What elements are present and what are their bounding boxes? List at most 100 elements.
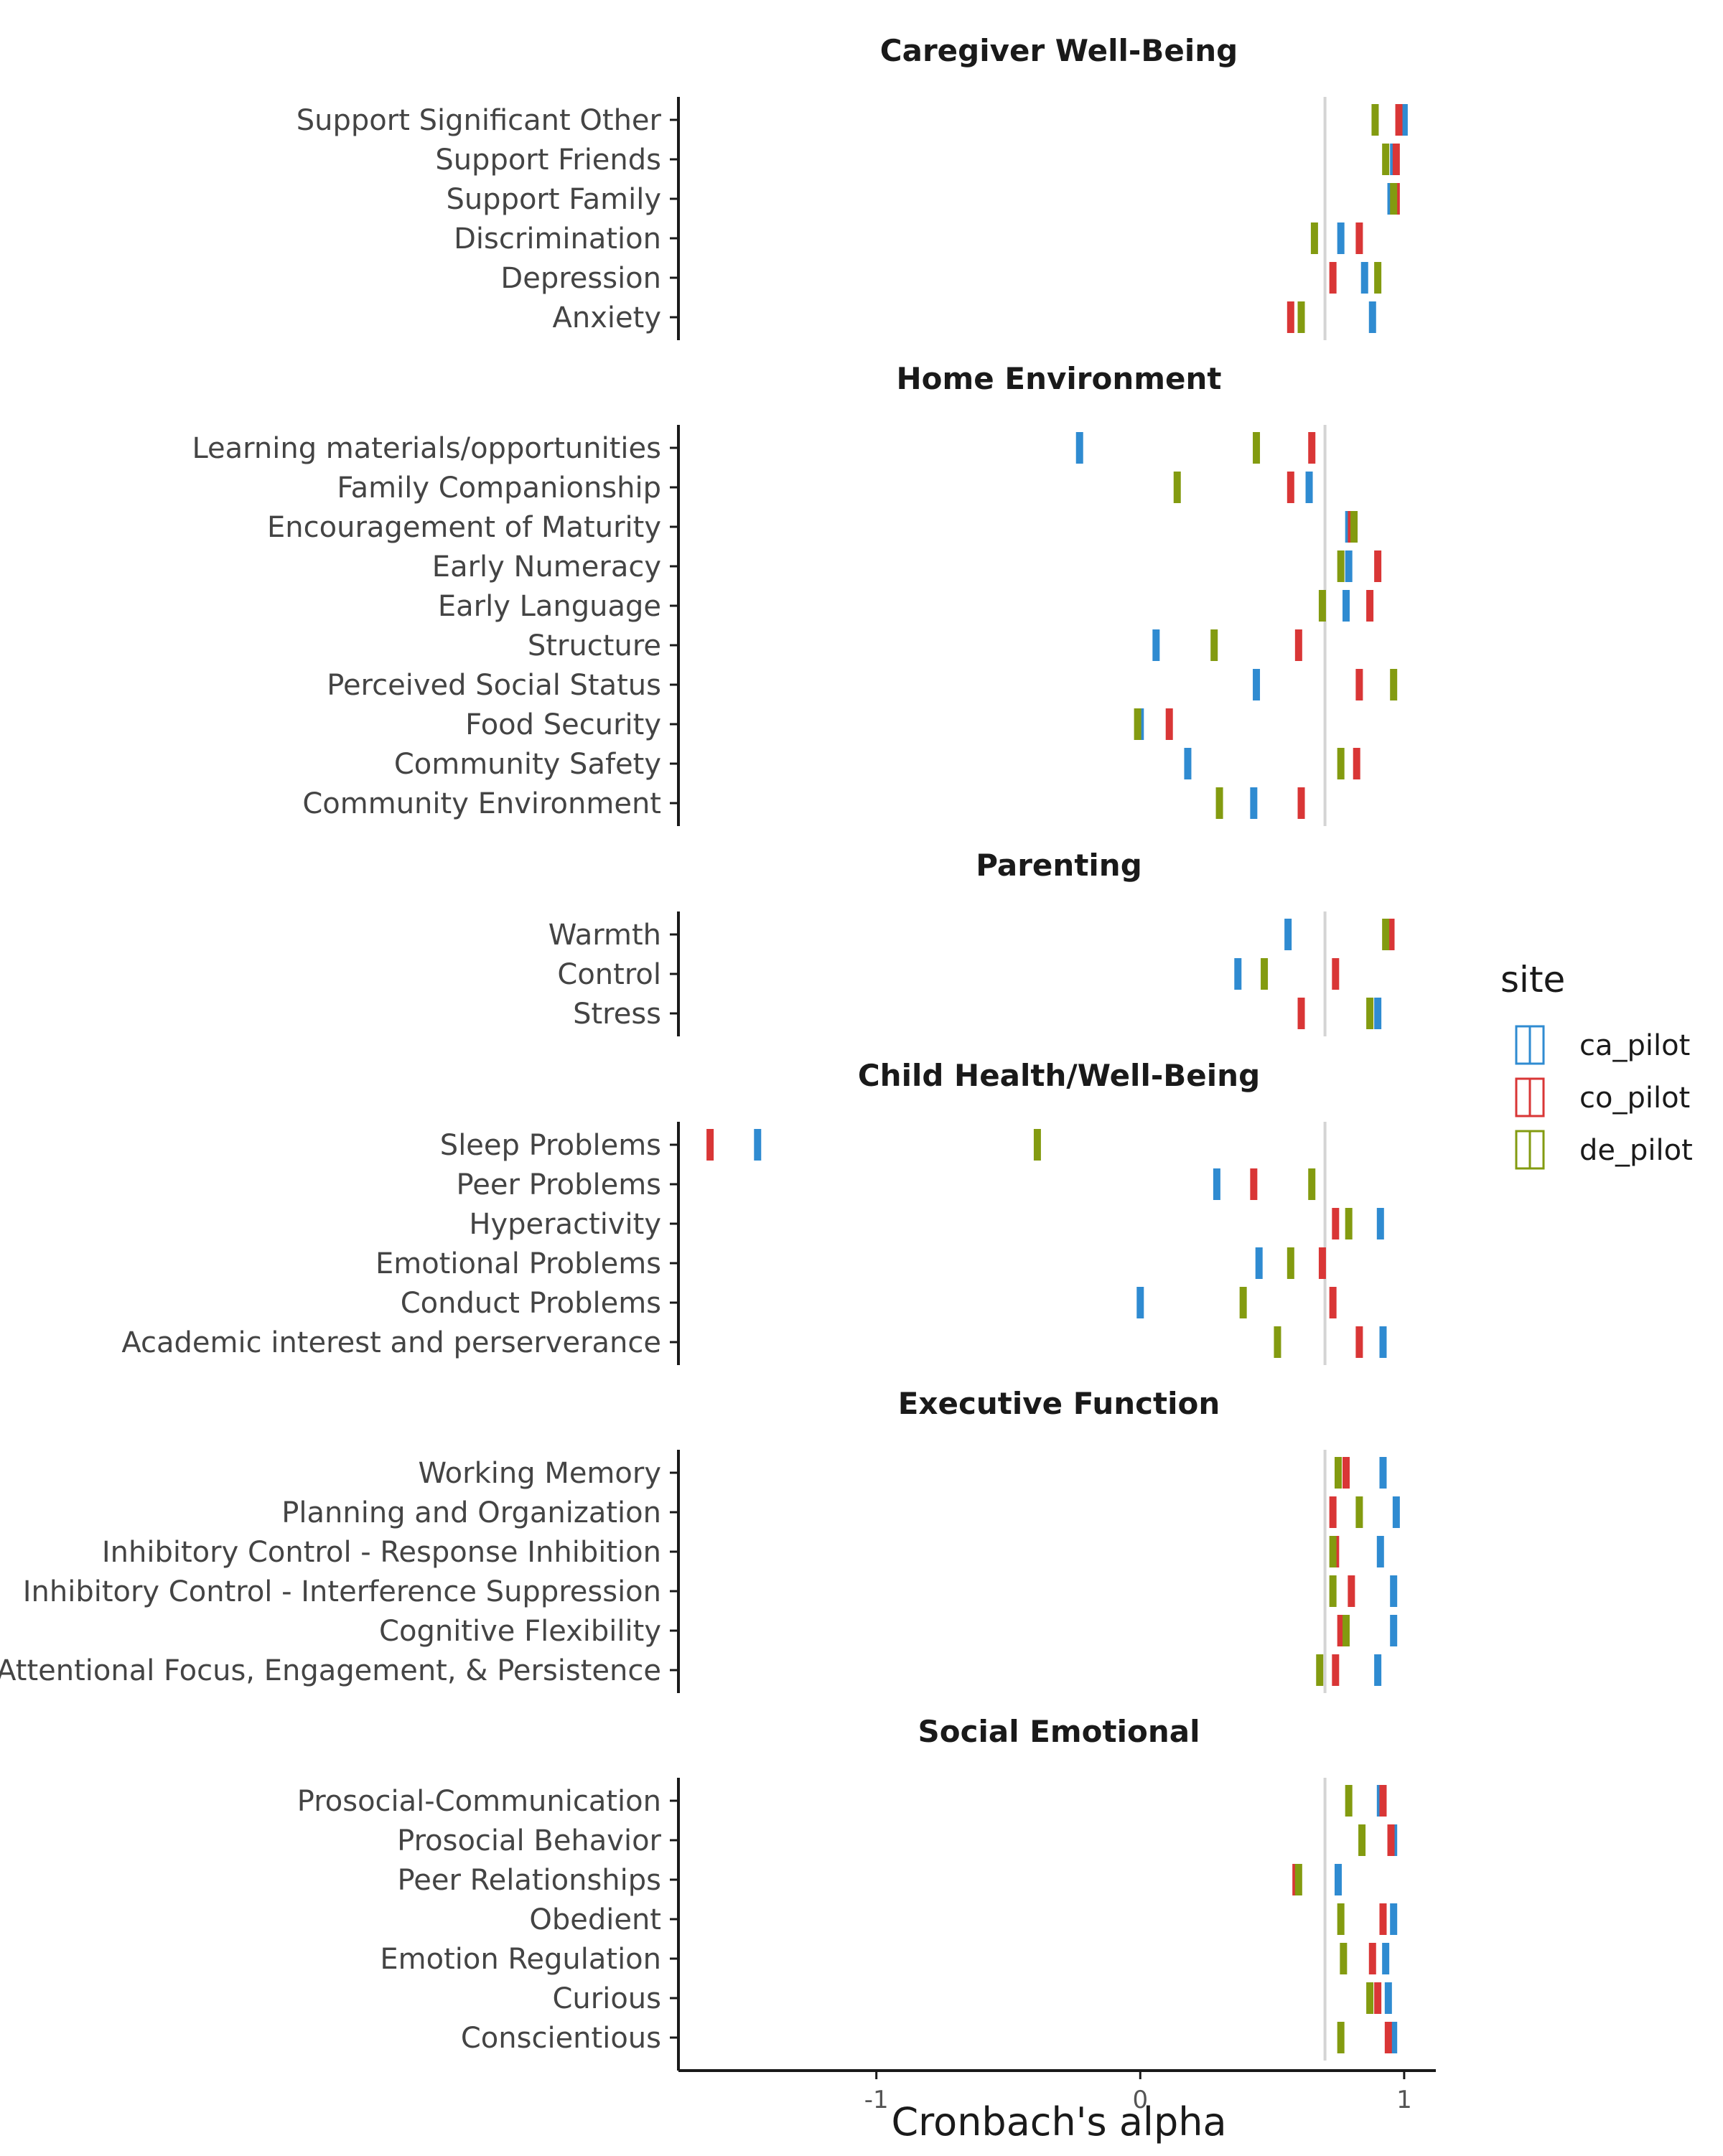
data-point-de_pilot [1033,1129,1041,1161]
data-point-de_pilot [1134,708,1141,740]
data-point-de_pilot [1261,958,1269,990]
data-point-co_pilot [1329,1496,1337,1528]
y-tick-label: Discrimination [454,222,661,256]
data-point-de_pilot [1371,104,1379,136]
data-point-de_pilot [1334,1457,1342,1489]
data-point-de_pilot [1253,432,1261,464]
facet-title: Home Environment [897,361,1222,396]
y-tick-label: Inhibitory Control - Response Inhibition [102,1536,661,1569]
data-point-co_pilot [1379,1785,1387,1817]
y-tick-label: Working Memory [418,1457,661,1490]
data-point-ca_pilot [1152,629,1160,661]
x-axis: Cronbach's alpha -1 0 1 [677,2059,1436,2145]
data-point-ca_pilot [1337,222,1345,254]
data-point-co_pilot [1329,1287,1337,1318]
data-point-ca_pilot [1345,550,1353,582]
data-point-co_pilot [1355,222,1363,254]
y-tick-label: Anxiety [553,301,661,334]
data-point-co_pilot [706,1129,714,1161]
data-point-co_pilot [1287,301,1294,333]
data-point-ca_pilot [754,1129,762,1161]
facet-panel: Parenting Warmth Control Stress [548,848,1395,1036]
y-tick-label: Warmth [548,919,661,952]
y-tick-label: Attentional Focus, Engagement, & Persist… [0,1654,661,1687]
data-point-de_pilot [1215,787,1223,819]
data-point-de_pilot [1337,550,1345,582]
data-point-co_pilot [1332,958,1340,990]
legend-title: site [1500,959,1565,1000]
data-point-de_pilot [1318,590,1326,622]
data-point-ca_pilot [1343,590,1350,622]
y-tick-label: Hyperactivity [469,1208,661,1241]
data-point-ca_pilot [1382,1943,1390,1974]
legend-key-co_pilot: co_pilot [1515,1077,1690,1117]
data-point-co_pilot [1329,262,1337,294]
data-point-co_pilot [1250,1168,1258,1200]
data-point-co_pilot [1308,432,1316,464]
data-point-co_pilot [1384,2022,1392,2053]
data-point-de_pilot [1366,1982,1374,2014]
data-point-ca_pilot [1374,998,1382,1029]
data-point-co_pilot [1294,629,1302,661]
data-point-ca_pilot [1390,1575,1398,1607]
y-tick-label: Support Significant Other [296,104,662,137]
y-tick-label: Community Environment [302,787,661,820]
data-point-ca_pilot [1376,1208,1384,1239]
data-point-co_pilot [1353,748,1360,779]
legend-key-ca_pilot: ca_pilot [1515,1025,1690,1065]
y-tick-label: Emotion Regulation [380,1943,661,1976]
data-point-de_pilot [1308,1168,1316,1200]
data-point-de_pilot [1337,748,1345,779]
facet-panel: Child Health/Well-Being Sleep Problems Pee… [121,1058,1387,1365]
legend: site ca_pilot co_pilot de_pilot [1500,959,1693,1170]
facet-title: Social Emotional [917,1714,1200,1749]
data-point-de_pilot [1310,222,1318,254]
data-point-co_pilot [1337,1615,1345,1646]
y-tick-label: Encouragement of Maturity [267,511,661,544]
y-tick-label: Learning materials/opportunities [192,432,661,465]
data-point-co_pilot [1368,1943,1376,1974]
data-point-de_pilot [1350,511,1358,543]
y-tick-label: Support Family [446,183,661,216]
legend-label: de_pilot [1579,1134,1693,1167]
y-tick-label: Planning and Organization [281,1496,661,1529]
data-point-de_pilot [1274,1326,1281,1358]
y-tick-label: Peer Relationships [398,1864,661,1897]
y-tick-label: Community Safety [394,748,661,781]
data-point-ca_pilot [1400,104,1408,136]
y-tick-label: Early Language [438,590,661,623]
y-tick-label: Curious [552,1982,661,2015]
data-point-ca_pilot [1334,1864,1342,1895]
data-point-ca_pilot [1376,1536,1384,1567]
facet-panel: Home Environment Learning materials/oppor… [192,361,1398,826]
data-point-de_pilot [1345,1785,1353,1817]
data-point-de_pilot [1239,1287,1247,1318]
legend-label: ca_pilot [1579,1029,1690,1062]
data-point-co_pilot [1355,669,1363,700]
y-tick-label: Cognitive Flexibility [379,1615,661,1648]
data-point-de_pilot [1329,1536,1337,1567]
y-tick-label: Structure [528,629,661,662]
facet-panels: Caregiver Well-Being Support Significant … [0,33,1408,2061]
x-axis-title: Cronbach's alpha [891,2099,1226,2145]
facet-title: Executive Function [898,1386,1220,1421]
x-tick-label: 1 [1396,2086,1412,2114]
data-point-co_pilot [1366,590,1374,622]
y-tick-label: Emotional Problems [375,1247,661,1280]
data-point-ca_pilot [1253,669,1261,700]
data-point-de_pilot [1316,1654,1324,1686]
data-point-co_pilot [1318,1247,1326,1279]
data-point-ca_pilot [1390,1615,1398,1646]
data-point-de_pilot [1340,1943,1348,1974]
y-tick-label: Stress [573,998,661,1031]
data-point-co_pilot [1287,472,1294,503]
data-point-co_pilot [1297,787,1305,819]
legend-label: co_pilot [1579,1082,1690,1115]
data-point-co_pilot [1297,998,1305,1029]
data-point-ca_pilot [1390,1903,1398,1935]
data-point-ca_pilot [1379,1457,1387,1489]
data-point-ca_pilot [1305,472,1313,503]
legend-key-de_pilot: de_pilot [1515,1130,1693,1170]
